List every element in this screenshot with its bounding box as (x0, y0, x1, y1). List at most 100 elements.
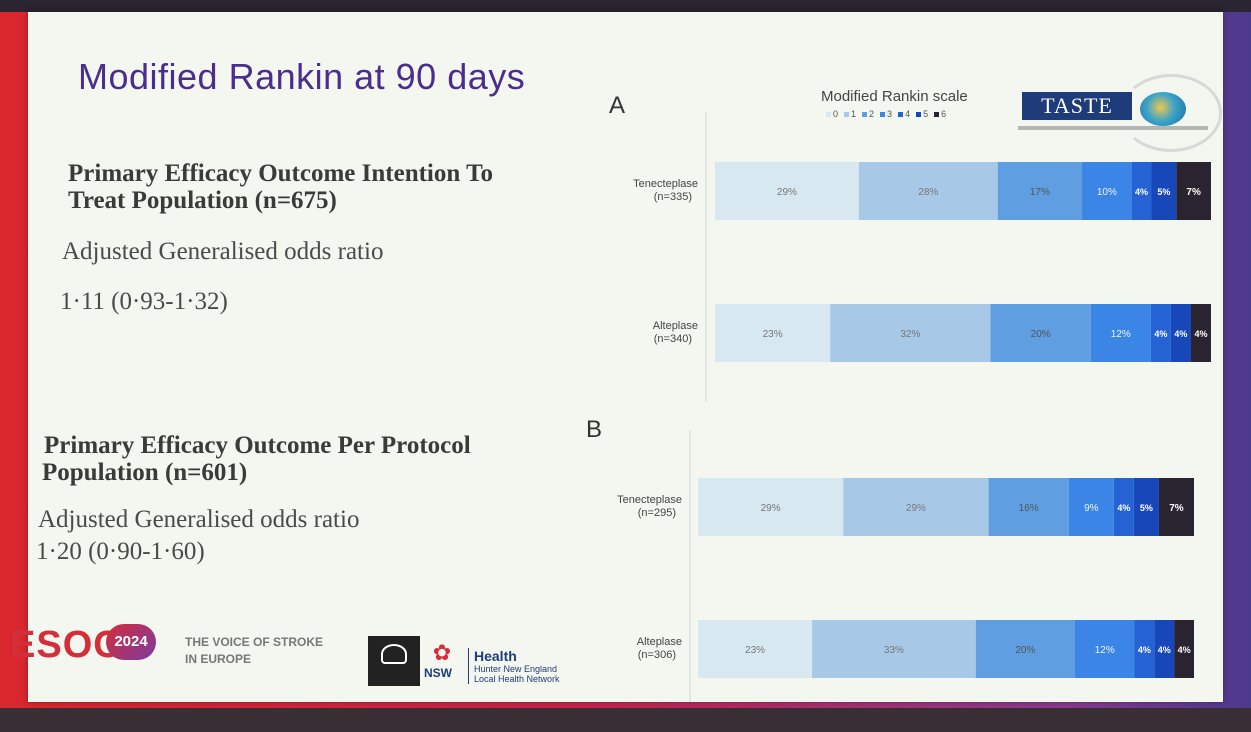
row-label-n: (n=340) (654, 333, 692, 345)
bar-segment (1150, 304, 1171, 362)
bar-segment (1154, 620, 1175, 678)
row-label-n: (n=295) (638, 507, 676, 519)
bar-value-label: 4% (1154, 329, 1167, 339)
bar-segment (843, 478, 989, 536)
bar-segment (812, 620, 976, 678)
bar-segment (1151, 162, 1177, 220)
legend-item: 2 (862, 109, 874, 119)
bar-segment (1131, 162, 1152, 220)
legend-label: 1 (851, 109, 857, 119)
bar-segment (1113, 478, 1134, 536)
section-a-odds-label: Adjusted Generalised odds ratio (62, 238, 384, 265)
row-label-n: (n=306) (638, 649, 676, 661)
bar-value-label: 12% (1095, 645, 1115, 656)
bar-value-label: 4% (1135, 187, 1148, 197)
health-line2: Local Health Network (474, 674, 560, 684)
bar-value-label: 29% (761, 503, 781, 514)
bar-segment (1074, 620, 1135, 678)
bar-segment (988, 478, 1069, 536)
health-title: Health (474, 648, 517, 664)
bar-value-label: 17% (1030, 187, 1050, 198)
taste-subtitle-line (1018, 126, 1208, 130)
legend-title: Modified Rankin scale (821, 88, 968, 105)
bar-value-label: 12% (1111, 329, 1131, 340)
bar-segment (698, 620, 813, 678)
legend-label: 3 (887, 109, 893, 119)
slide-title: Modified Rankin at 90 days (78, 56, 526, 97)
esoc-year-badge: 2024 (106, 624, 156, 660)
university-logo (368, 636, 420, 686)
bar-value-label: 20% (1031, 329, 1051, 340)
bar-value-label: 4% (1158, 645, 1171, 655)
bar-value-label: 7% (1186, 187, 1201, 198)
bar-segment (975, 620, 1075, 678)
bar-value-label: 33% (884, 645, 904, 656)
bar-value-label: 4% (1178, 645, 1191, 655)
health-line1: Hunter New England (474, 664, 558, 674)
bar-value-label: 4% (1174, 329, 1187, 339)
bar-value-label: 4% (1194, 329, 1207, 339)
bar-segment (1158, 478, 1194, 536)
tagline-line2: IN EUROPE (185, 652, 252, 666)
legend-swatch (844, 111, 850, 117)
section-a-heading-line2: Treat Population (n=675) (68, 187, 337, 214)
section-a-odds-value: 1·11 (0·93-1·32) (60, 288, 228, 315)
bar-value-label: 29% (906, 503, 926, 514)
bar-value-label: 28% (918, 187, 938, 198)
legend-item: 3 (880, 109, 892, 119)
bar-segment (1170, 304, 1191, 362)
bar-value-label: 23% (745, 645, 765, 656)
row-label-name: Alteplase (637, 636, 682, 648)
bar-segment (698, 478, 844, 536)
bar-value-label: 32% (900, 329, 920, 340)
row-label-name: Alteplase (653, 320, 698, 332)
legend-swatch (862, 111, 868, 117)
nsw-label: NSW (424, 666, 452, 680)
legend-item: 0 (826, 109, 838, 119)
presentation-slide: Modified Rankin at 90 days A B Primary E… (10, 12, 1223, 702)
bar-segment (1190, 304, 1211, 362)
section-b-heading-line1: Primary Efficacy Outcome Per Protocol (44, 432, 471, 459)
row-label-name: Tenecteplase (617, 494, 682, 506)
esoc-tagline: THE VOICE OF STROKE IN EUROPE (185, 634, 365, 668)
legend-swatch (880, 111, 886, 117)
health-logo: Health Hunter New England Local Health N… (468, 648, 584, 684)
panel-b-letter: B (586, 416, 603, 443)
row-label-name: Tenecteplase (633, 178, 698, 190)
bar-value-label: 7% (1169, 503, 1184, 514)
bar-value-label: 23% (763, 329, 783, 340)
taste-logo: TASTE (1022, 92, 1132, 120)
bar-segment (997, 162, 1083, 220)
bar-segment (1134, 620, 1155, 678)
legend-item: 5 (916, 109, 928, 119)
taste-logo-ring (1120, 74, 1222, 152)
stacked-bar-chart: Tenecteplase(n=335) 29% 28% 17% 10% 4% 5% 7%Alt… (617, 112, 1211, 702)
panel-a-letter: A (609, 92, 626, 119)
legend-label: 0 (833, 109, 839, 119)
legend-swatch (898, 111, 904, 117)
bar-segment (715, 162, 859, 220)
bar-value-label: 16% (1019, 503, 1039, 514)
bar-segment (858, 162, 998, 220)
bar-segment (990, 304, 1091, 362)
bar-value-label: 5% (1140, 503, 1153, 513)
bar-segment (830, 304, 991, 362)
legend-label: 4 (905, 109, 911, 119)
legend-swatch (934, 111, 940, 117)
legend-swatch (826, 111, 831, 117)
row-label-n: (n=335) (654, 191, 692, 203)
crest-icon (381, 644, 407, 664)
legend-item: 6 (934, 109, 946, 119)
bar-segment (1090, 304, 1151, 362)
bar-segment (1176, 162, 1211, 220)
legend-swatch (916, 111, 922, 117)
bar-value-label: 10% (1097, 187, 1117, 198)
section-b-odds-value: 1·20 (0·90-1·60) (36, 538, 205, 565)
section-a-heading-line1: Primary Efficacy Outcome Intention To (68, 160, 493, 187)
waratah-icon: ✿ (432, 640, 452, 665)
bar-value-label: 4% (1138, 645, 1151, 655)
bar-segment (1068, 478, 1114, 536)
legend-label: 5 (923, 109, 929, 119)
tagline-line1: THE VOICE OF STROKE (185, 635, 324, 649)
bar-segment (1174, 620, 1194, 678)
